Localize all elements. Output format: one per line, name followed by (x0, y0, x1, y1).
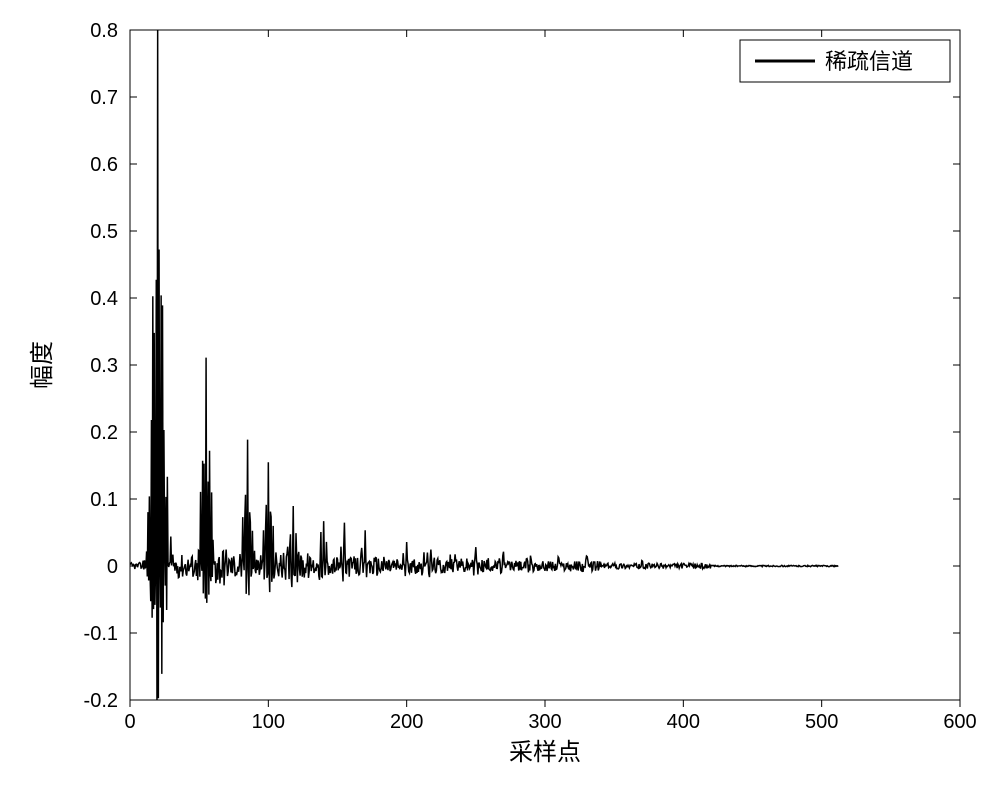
y-tick-label: 0.1 (90, 489, 118, 511)
legend-label: 稀疏信道 (825, 49, 913, 74)
x-tick-label: 600 (943, 711, 976, 733)
y-axis-label: 幅度 (29, 341, 56, 389)
chart-container: 0 100 200 300 400 500 600 -0.2 -0.1 0 0.1 0.2 0.3 0.4… (0, 0, 1000, 786)
x-tick-label: 100 (252, 711, 285, 733)
y-tick-label: 0.8 (90, 20, 118, 42)
plot-border (130, 30, 960, 700)
x-axis-label: 采样点 (509, 739, 581, 766)
x-tick-label: 200 (390, 711, 423, 733)
y-tick-label: -0.2 (84, 690, 118, 712)
y-tick-label: 0.4 (90, 288, 118, 310)
y-tick-label: 0.7 (90, 87, 118, 109)
y-tick-label: 0.3 (90, 355, 118, 377)
chart-svg: 0 100 200 300 400 500 600 -0.2 -0.1 0 0.1 0.2 0.3 0.4… (0, 0, 1000, 786)
y-tick-label: 0.6 (90, 154, 118, 176)
y-tick-label: 0.5 (90, 221, 118, 243)
x-tick-label: 500 (805, 711, 838, 733)
x-tick-label: 300 (528, 711, 561, 733)
y-tick-label: 0.2 (90, 422, 118, 444)
y-tick-label: -0.1 (84, 623, 118, 645)
x-tick-label: 400 (667, 711, 700, 733)
x-tick-label: 0 (124, 711, 135, 733)
series-sparse-channel (130, 30, 838, 700)
y-tick-label: 0 (107, 556, 118, 578)
